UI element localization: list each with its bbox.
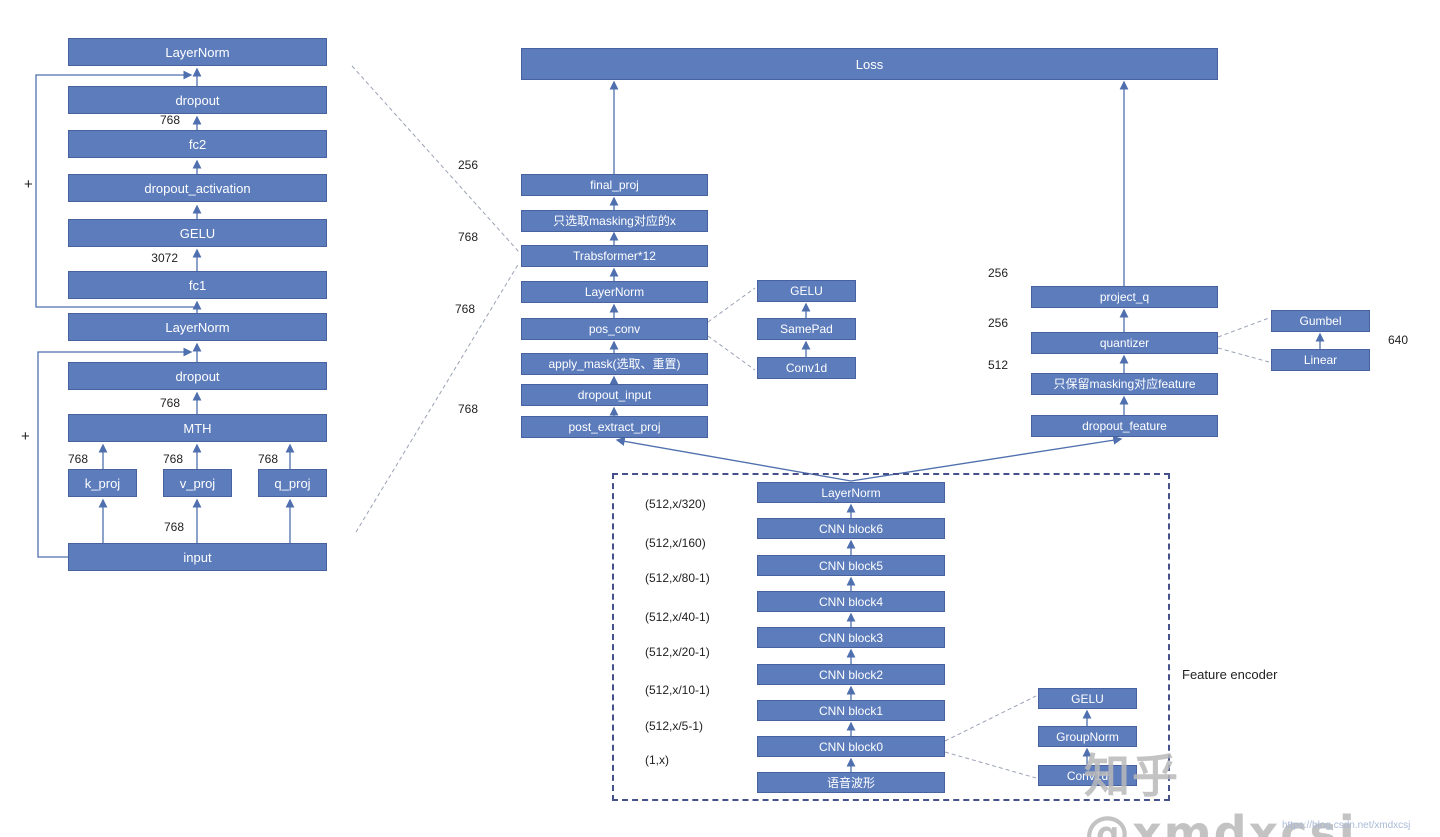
dim-label: 256 [987, 316, 1009, 330]
dim-label: 3072 [151, 251, 178, 265]
dim-label: 768 [163, 520, 185, 534]
loss-block: Loss [521, 48, 1218, 80]
dim-label: 640 [1388, 333, 1409, 347]
layernorm-mid-block: LayerNorm [68, 313, 327, 341]
select-masked-block: 只选取masking对应的x [521, 210, 708, 232]
dropout-feature-block: dropout_feature [1031, 415, 1218, 437]
dim-label: 768 [457, 230, 479, 244]
samepad-block: SamePad [757, 318, 856, 340]
dim-label: 768 [159, 396, 180, 410]
encoder-layernorm-block: LayerNorm [757, 482, 945, 503]
dim-label: 768 [454, 302, 476, 316]
linear-block: Linear [1271, 349, 1370, 371]
pos-conv-gelu-block: GELU [757, 280, 856, 302]
mth-block: MTH [68, 414, 327, 442]
dim-label: 256 [457, 158, 479, 172]
q-proj-block: q_proj [258, 469, 327, 497]
pos-conv-conv1d-block: Conv1d [757, 357, 856, 379]
cnn-block3: CNN block3 [757, 627, 945, 648]
shape-label: (512,x/20-1) [645, 645, 710, 659]
quantizer-block: quantizer [1031, 332, 1218, 354]
dim-label: 256 [987, 266, 1009, 280]
context-layernorm-block: LayerNorm [521, 281, 708, 303]
final-proj-block: final_proj [521, 174, 708, 196]
shape-label: (512,x/40-1) [645, 610, 710, 624]
groupnorm-block: GroupNorm [1038, 726, 1137, 747]
fc1-block: fc1 [68, 271, 327, 299]
shape-label: (512,x/80-1) [645, 571, 710, 585]
cnn-block0: CNN block0 [757, 736, 945, 757]
transformer-block: Trabsformer*12 [521, 245, 708, 267]
keep-masked-block: 只保留masking对应feature [1031, 373, 1218, 395]
residual-plus-label: + [24, 176, 33, 193]
pos-conv-block: pos_conv [521, 318, 708, 340]
shape-label: (1,x) [645, 753, 669, 767]
dim-label: 768 [162, 452, 184, 466]
gumbel-block: Gumbel [1271, 310, 1370, 332]
cnn-block4: CNN block4 [757, 591, 945, 612]
input-block: input [68, 543, 327, 571]
dim-label: 768 [67, 452, 89, 466]
cnn-block1: CNN block1 [757, 700, 945, 721]
shape-label: (512,x/320) [645, 497, 706, 511]
dropout-top-block: dropout [68, 86, 327, 114]
source-url: https://blog.csdn.net/xmdxcsj [1282, 820, 1411, 831]
shape-label: (512,x/5-1) [645, 719, 704, 733]
dropout-activation-block: dropout_activation [68, 174, 327, 202]
k-proj-block: k_proj [68, 469, 137, 497]
cnn-block5: CNN block5 [757, 555, 945, 576]
v-proj-block: v_proj [163, 469, 232, 497]
dim-label: 768 [159, 113, 180, 127]
shape-label: (512,x/160) [645, 536, 706, 550]
feature-encoder-label: Feature encoder [1182, 667, 1278, 682]
project-q-block: project_q [1031, 286, 1218, 308]
shape-label: (512,x/10-1) [645, 683, 710, 697]
dim-label: 512 [987, 358, 1009, 372]
post-extract-proj-block: post_extract_proj [521, 416, 708, 438]
residual-plus-label: + [21, 428, 30, 445]
watermark: 知乎 @xmdxcsj [1084, 749, 1357, 837]
fc2-block: fc2 [68, 130, 327, 158]
dim-label: 768 [457, 402, 479, 416]
cnn-block6: CNN block6 [757, 518, 945, 539]
gelu-block: GELU [68, 219, 327, 247]
cnn-conv1d-block: Conv1d [1038, 765, 1137, 786]
apply-mask-block: apply_mask(选取、重置) [521, 353, 708, 375]
feature-encoder-box [612, 473, 1170, 801]
cnn-block2: CNN block2 [757, 664, 945, 685]
dropout-input-block: dropout_input [521, 384, 708, 406]
waveform-block: 语音波形 [757, 772, 945, 793]
dim-label: 768 [257, 452, 279, 466]
dropout-mid-block: dropout [68, 362, 327, 390]
layernorm-top-block: LayerNorm [68, 38, 327, 66]
cnn-gelu-block: GELU [1038, 688, 1137, 709]
